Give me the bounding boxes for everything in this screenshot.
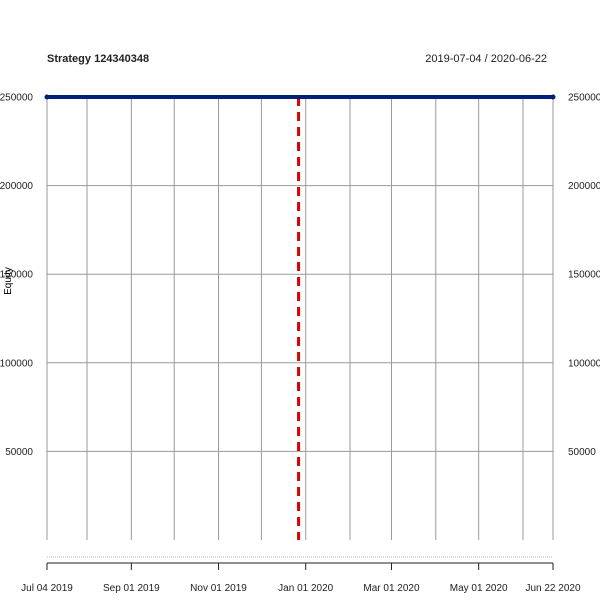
grid-layer — [46, 96, 554, 540]
chart-title: Strategy 124340348 — [47, 53, 149, 65]
x-tick-label: Jul 04 2019 — [21, 583, 73, 594]
y-tick-label-right: 150000 — [568, 270, 600, 281]
y-tick-label-left: 250000 — [0, 93, 33, 104]
y-axis-title: Equity — [3, 267, 14, 295]
equity-series-point — [44, 94, 50, 100]
y-tick-label-right: 200000 — [568, 181, 600, 192]
y-tick-label-right: 50000 — [568, 447, 596, 458]
x-tick-label: Mar 01 2020 — [363, 583, 420, 594]
x-tick-label: Sep 01 2019 — [103, 583, 160, 594]
x-tick-label: Jan 01 2020 — [278, 583, 333, 594]
equity-series-point — [550, 94, 556, 100]
y-tick-label-right: 100000 — [568, 358, 600, 369]
y-tick-label-left: 50000 — [5, 447, 33, 458]
y-tick-label-left: 150000 — [0, 270, 33, 281]
x-tick-label: Nov 01 2019 — [190, 583, 247, 594]
chart-date-range: 2019-07-04 / 2020-06-22 — [425, 53, 547, 65]
axis-layer: 50000 50000 100000 100000 150000 150000 200000… — [0, 93, 600, 595]
y-tick-label-right: 250000 — [568, 93, 600, 104]
y-tick-label-left: 100000 — [0, 358, 33, 369]
series-layer — [44, 94, 556, 100]
y-tick-label-left: 200000 — [0, 181, 33, 192]
x-tick-label: Jun 22 2020 — [525, 583, 580, 594]
x-tick-label: May 01 2020 — [450, 583, 508, 594]
